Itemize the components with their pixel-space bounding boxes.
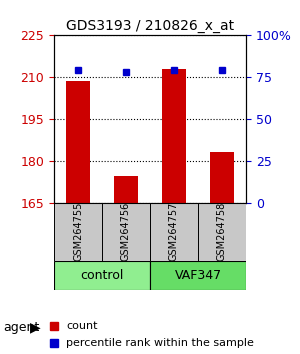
FancyBboxPatch shape	[54, 202, 102, 261]
FancyBboxPatch shape	[150, 261, 246, 290]
Bar	[66, 81, 90, 202]
Text: GSM264758: GSM264758	[217, 202, 227, 261]
FancyBboxPatch shape	[150, 202, 198, 261]
Bar	[210, 152, 234, 202]
Text: VAF347: VAF347	[174, 269, 222, 282]
Text: GSM264757: GSM264757	[169, 202, 179, 262]
Title: GDS3193 / 210826_x_at: GDS3193 / 210826_x_at	[66, 19, 234, 33]
Text: GSM264755: GSM264755	[73, 202, 83, 262]
Text: GSM264756: GSM264756	[121, 202, 131, 261]
Text: ▶: ▶	[30, 320, 40, 335]
Text: percentile rank within the sample: percentile rank within the sample	[66, 338, 254, 348]
Bar	[114, 176, 138, 202]
Text: count: count	[66, 321, 98, 331]
Text: agent: agent	[3, 321, 39, 334]
FancyBboxPatch shape	[102, 202, 150, 261]
FancyBboxPatch shape	[198, 202, 246, 261]
FancyBboxPatch shape	[54, 261, 150, 290]
Bar	[162, 69, 186, 202]
Text: control: control	[80, 269, 124, 282]
